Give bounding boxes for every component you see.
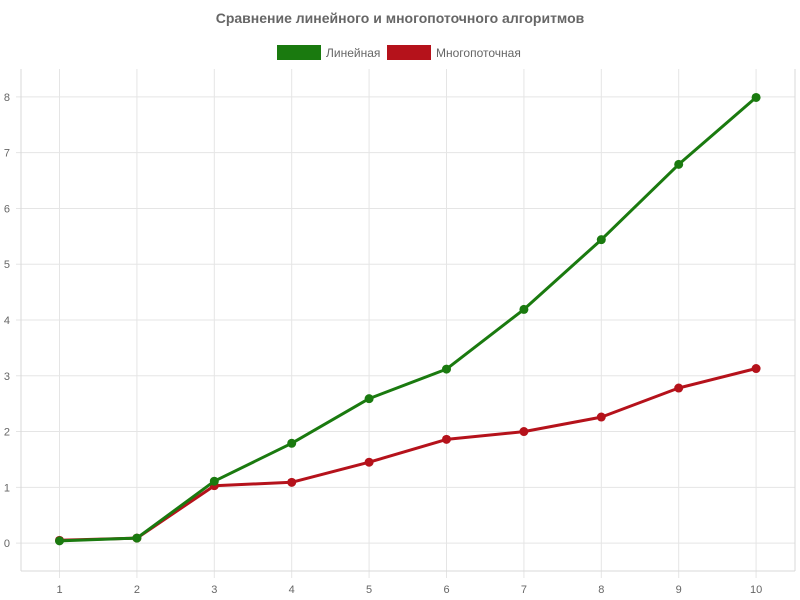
data-point-linear[interactable] [132, 533, 142, 543]
grid [16, 69, 796, 578]
legend-swatch-linear [277, 45, 321, 60]
y-tick-label: 6 [4, 203, 10, 215]
series-line-multithreaded [58, 367, 758, 542]
y-tick-label: 4 [4, 315, 10, 327]
data-point-linear[interactable] [287, 438, 297, 448]
y-tick-label: 7 [4, 148, 10, 160]
legend-item-linear[interactable]: Линейная [277, 45, 380, 60]
data-point-multithreaded[interactable] [751, 364, 761, 374]
x-tick-label: 1 [56, 584, 62, 596]
series-line-linear [58, 95, 758, 543]
x-tick-label: 6 [443, 584, 449, 596]
data-point-multithreaded[interactable] [596, 412, 606, 422]
data-point-multithreaded[interactable] [364, 457, 374, 467]
axis-ticks: 1 2 3 4 5 6 7 8 9 10 0 1 2 3 4 5 6 7 8 [4, 92, 762, 596]
x-tick-label: 7 [521, 584, 527, 596]
y-tick-label: 3 [4, 371, 10, 383]
data-point-multithreaded[interactable] [287, 477, 297, 487]
data-point-multithreaded[interactable] [674, 383, 684, 393]
data-point-linear[interactable] [442, 364, 451, 374]
x-tick-label: 8 [598, 584, 604, 596]
data-point-multithreaded[interactable] [442, 434, 451, 444]
x-tick-label: 5 [366, 584, 372, 596]
data-point-linear[interactable] [751, 92, 761, 102]
x-tick-label: 3 [211, 584, 217, 596]
data-point-linear[interactable] [519, 304, 529, 314]
data-point-linear[interactable] [209, 476, 219, 486]
x-tick-label: 4 [289, 584, 295, 596]
x-tick-label: 9 [676, 584, 682, 596]
chart-title: Сравнение линейного и многопоточного алг… [216, 10, 585, 26]
data-point-linear[interactable] [364, 394, 374, 404]
y-tick-label: 0 [4, 538, 10, 550]
series [55, 92, 761, 546]
y-tick-label: 2 [4, 427, 10, 439]
legend-item-multithreaded[interactable]: Многопоточная [387, 45, 521, 60]
data-point-multithreaded[interactable] [519, 427, 529, 437]
x-tick-label: 2 [134, 584, 140, 596]
legend: Линейная Многопоточная [277, 45, 521, 60]
y-tick-label: 8 [4, 92, 10, 104]
y-tick-label: 5 [4, 259, 10, 271]
data-point-linear[interactable] [55, 536, 64, 546]
legend-label-linear: Линейная [326, 46, 380, 60]
legend-label-multithreaded: Многопоточная [436, 46, 521, 60]
y-tick-label: 1 [4, 482, 10, 494]
series-multithreaded [55, 364, 761, 545]
series-linear [55, 92, 761, 546]
data-point-linear[interactable] [674, 159, 684, 169]
x-tick-label: 10 [750, 584, 762, 596]
legend-swatch-multithreaded [387, 45, 431, 60]
data-point-linear[interactable] [596, 235, 606, 245]
